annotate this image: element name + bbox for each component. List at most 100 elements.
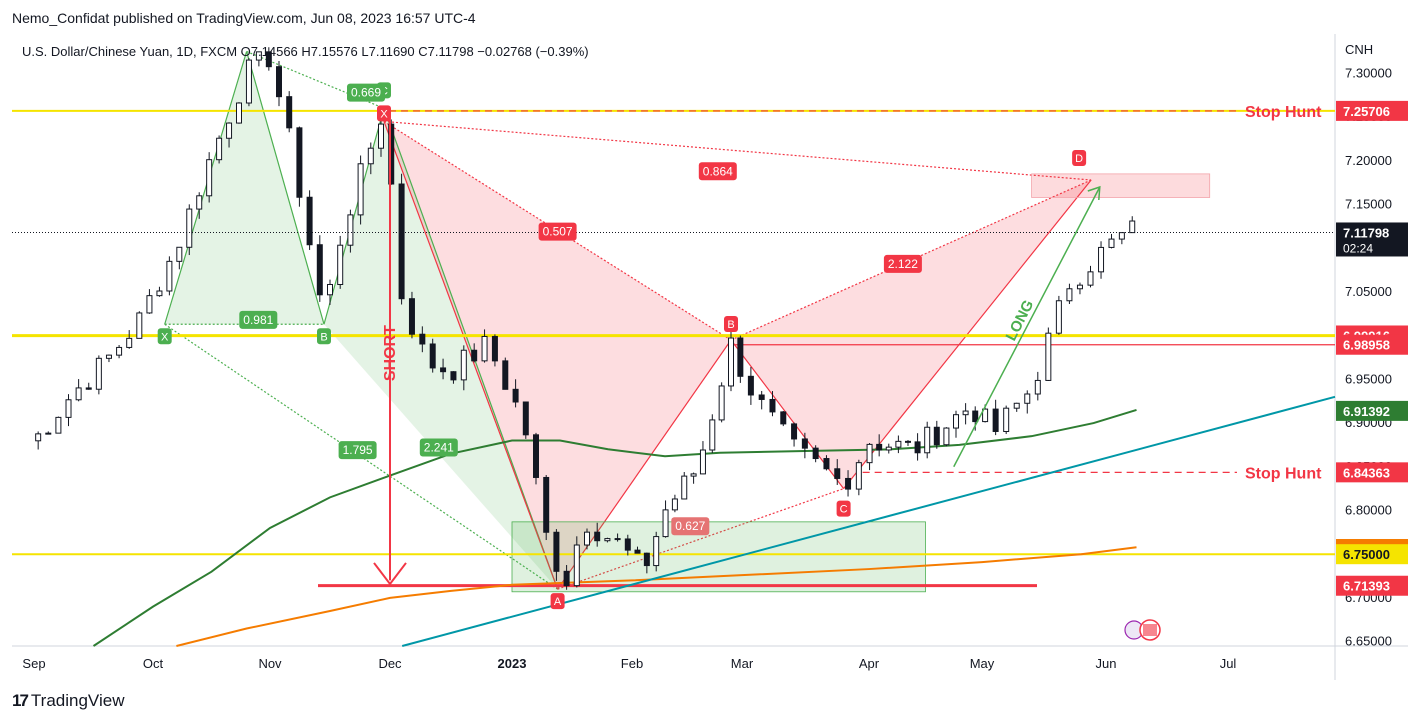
candle-body bbox=[1066, 288, 1073, 302]
price-tag-text: 6.84363 bbox=[1343, 465, 1390, 480]
pattern-point-label: X bbox=[380, 108, 388, 120]
target-zone bbox=[1031, 173, 1211, 198]
candle-body bbox=[876, 443, 883, 451]
long-arrow-shaft bbox=[953, 186, 1101, 468]
candle-body bbox=[85, 387, 92, 390]
candle-body bbox=[933, 426, 940, 446]
point-b-green: B bbox=[317, 328, 331, 345]
currency-label: CNH bbox=[1345, 42, 1373, 57]
candle-body bbox=[388, 123, 395, 185]
price-tag-box bbox=[1336, 575, 1408, 596]
price-tag-countdown: 02:24 bbox=[1343, 241, 1373, 255]
candle-body bbox=[419, 333, 426, 345]
candle-body bbox=[1108, 238, 1115, 248]
ratio-text: 2.241 bbox=[424, 441, 454, 455]
candle-body bbox=[398, 183, 405, 300]
candle-body bbox=[45, 432, 52, 435]
candle-body bbox=[845, 477, 852, 490]
candle-body bbox=[245, 59, 252, 104]
candle-body bbox=[522, 401, 529, 436]
price-tag: 6.91392 bbox=[1336, 400, 1408, 421]
price-chart[interactable]: 7.300007.250007.200007.150007.100007.050… bbox=[12, 34, 1408, 680]
candle-body bbox=[737, 337, 744, 377]
candle-body bbox=[563, 570, 570, 587]
ratio-badge bbox=[671, 517, 710, 536]
price-tag-box bbox=[1336, 400, 1408, 421]
ratio-badge bbox=[338, 441, 377, 460]
candle-body bbox=[681, 475, 688, 500]
candle-body bbox=[962, 410, 969, 416]
candle-body bbox=[35, 433, 42, 442]
point-x-red: X bbox=[377, 105, 391, 122]
candle-body bbox=[624, 538, 631, 551]
candle-body bbox=[728, 337, 734, 387]
candle-body bbox=[327, 283, 333, 296]
candle-body bbox=[1098, 246, 1105, 273]
ratio-label: 0.981 bbox=[239, 310, 278, 329]
candle-body bbox=[823, 458, 830, 470]
candle-body bbox=[255, 51, 262, 61]
short-arrow-head bbox=[373, 562, 407, 586]
y-tick-label: 6.65000 bbox=[1345, 634, 1392, 649]
x-tick-label: Jun bbox=[1096, 656, 1117, 671]
x-tick-label: Apr bbox=[859, 656, 880, 671]
candle-body bbox=[491, 335, 498, 362]
candle-body bbox=[1045, 332, 1052, 381]
candle-body bbox=[594, 531, 601, 542]
price-tag-text: 7.25706 bbox=[1343, 104, 1390, 119]
tradingview-logo[interactable]: 17 TradingView bbox=[12, 691, 124, 711]
candle-body bbox=[553, 531, 560, 572]
x-tick-label: 2023 bbox=[498, 656, 527, 671]
candle-body bbox=[176, 246, 183, 262]
tradingview-mark-icon: 17 bbox=[12, 691, 29, 710]
candle-body bbox=[1013, 402, 1020, 409]
candle-body bbox=[286, 96, 293, 129]
tradingview-logo-text: TradingView bbox=[30, 691, 125, 710]
candle-body bbox=[699, 449, 706, 475]
price-tag-box bbox=[1336, 334, 1408, 355]
ratio-badge bbox=[698, 162, 737, 181]
moving-average-green bbox=[92, 408, 1137, 647]
candle-body bbox=[747, 375, 754, 396]
candle-body bbox=[634, 549, 641, 554]
candle-body bbox=[206, 159, 213, 197]
candle-body bbox=[481, 335, 488, 362]
pattern-point-label: B bbox=[320, 331, 327, 343]
x-tick-label: Oct bbox=[143, 656, 164, 671]
candle-body bbox=[855, 462, 862, 490]
pattern-point-badge bbox=[377, 105, 391, 122]
candle-body bbox=[533, 434, 539, 478]
candle-body bbox=[502, 360, 509, 390]
symbol-legend: U.S. Dollar/Chinese Yuan, 1D, FXCM O7.14… bbox=[22, 44, 589, 59]
candle-body bbox=[1003, 407, 1010, 432]
candle-body bbox=[953, 414, 960, 429]
pattern-point-label: X bbox=[161, 331, 169, 343]
candle-body bbox=[866, 443, 873, 464]
candle-body bbox=[196, 195, 203, 210]
pattern-red-triangle-1 bbox=[384, 121, 731, 590]
candle-body bbox=[408, 298, 415, 335]
candle-body bbox=[136, 312, 143, 339]
candle-body bbox=[924, 426, 931, 454]
candle-body bbox=[604, 538, 611, 542]
candle-body bbox=[643, 552, 650, 567]
y-tick-label: 7.15000 bbox=[1345, 196, 1392, 211]
candle-body bbox=[105, 354, 112, 359]
price-tag: 6.84363 bbox=[1336, 462, 1408, 483]
ratio-badge bbox=[347, 83, 385, 102]
ratio-label: 0.627 bbox=[671, 517, 710, 536]
pattern-leg bbox=[164, 51, 248, 325]
price-tag: 6.75000 bbox=[1336, 544, 1408, 565]
ratio-text: 1.795 bbox=[343, 443, 373, 457]
x-tick-label: Sep bbox=[22, 656, 45, 671]
candle-body bbox=[584, 531, 590, 546]
pattern-leg bbox=[383, 121, 559, 590]
price-tag: 6.98958 bbox=[1336, 334, 1408, 355]
x-tick-label: Nov bbox=[258, 656, 282, 671]
candle-body bbox=[1034, 379, 1041, 395]
price-tag-text: 7.11798 bbox=[1343, 225, 1389, 240]
candle-body bbox=[276, 66, 282, 98]
candle-body bbox=[75, 387, 82, 401]
candle-body bbox=[982, 408, 989, 423]
pattern-green-triangle-1 bbox=[164, 51, 324, 325]
